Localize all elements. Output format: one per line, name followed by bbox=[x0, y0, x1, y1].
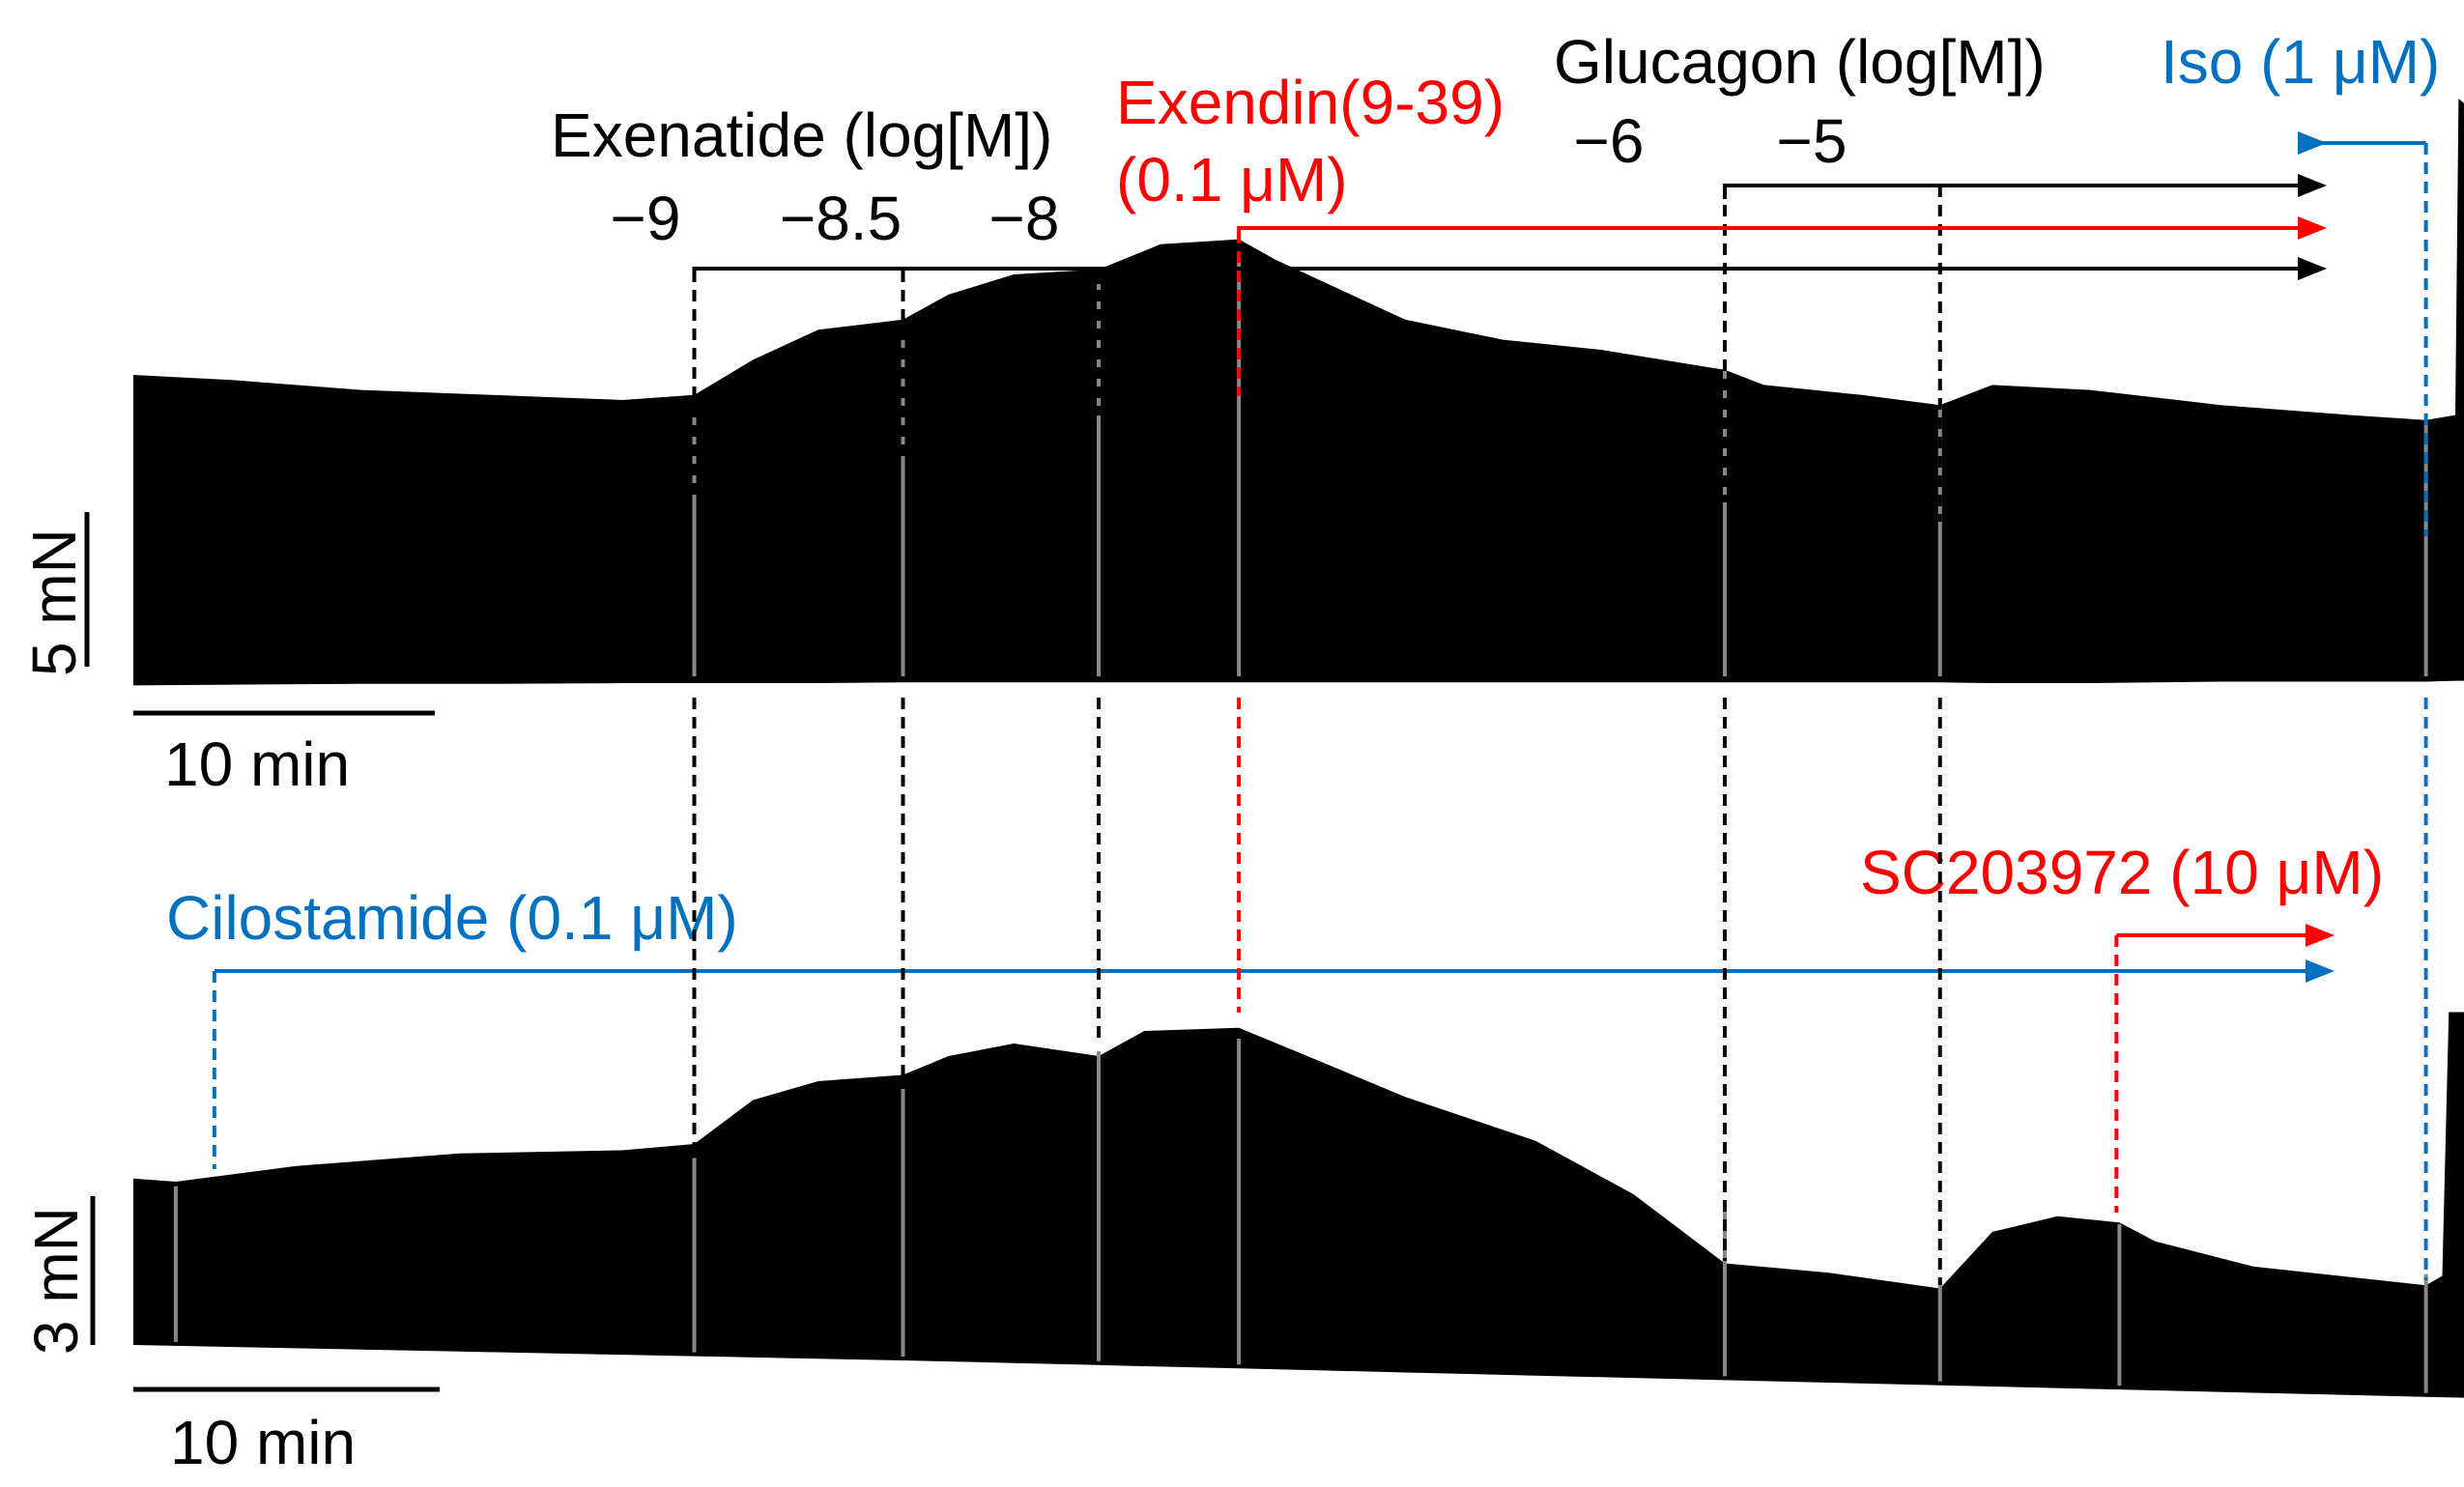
bottom-force-trace bbox=[133, 1012, 2464, 1398]
glucagon-dose-1: −6 bbox=[1574, 106, 1645, 176]
cilostamide-arrow-head bbox=[2306, 959, 2335, 983]
sc203972-label: SC203972 (10 μM) bbox=[1860, 838, 2384, 907]
inter-panel-dashed-lines bbox=[692, 698, 2428, 1285]
top-panel: Exenatide (log[M]) −9 −8.5 −8 Exendin(9-… bbox=[19, 27, 2464, 799]
exenatide-dose-2: −8.5 bbox=[780, 184, 902, 253]
bottom-panel: Cilostamide (0.1 μM) SC203972 (10 μM) 3 … bbox=[21, 838, 2464, 1477]
top-force-scale-label: 5 mN bbox=[19, 529, 89, 676]
exendin-label: Exendin(9-39) bbox=[1116, 68, 1504, 137]
exenatide-dose-1: −9 bbox=[611, 184, 681, 253]
iso-label: Iso (1 μM) bbox=[2161, 27, 2440, 97]
exenatide-arrow-head bbox=[2298, 257, 2327, 280]
exendin-dose: (0.1 μM) bbox=[1116, 145, 1348, 214]
glucagon-label: Glucagon (log[M]) bbox=[1554, 27, 2046, 97]
bottom-treatment-markers bbox=[212, 935, 2119, 1213]
bottom-time-scale-label: 10 min bbox=[170, 1408, 356, 1477]
exenatide-label: Exenatide (log[M]) bbox=[551, 100, 1052, 170]
bottom-treatment-arrows bbox=[214, 924, 2335, 983]
bottom-addition-gridlines bbox=[173, 1039, 2428, 1393]
exendin-arrow-head bbox=[2298, 216, 2327, 240]
bottom-force-scale-label: 3 mN bbox=[21, 1207, 91, 1355]
sc203972-arrow-head bbox=[2306, 924, 2335, 947]
glucagon-dose-2: −5 bbox=[1777, 106, 1848, 176]
iso-arrow-head bbox=[2298, 131, 2327, 155]
top-treatment-markers bbox=[692, 143, 2428, 536]
top-force-trace bbox=[133, 99, 2464, 686]
top-treatment-arrows bbox=[692, 131, 2426, 280]
glucagon-arrow-head bbox=[2298, 174, 2327, 197]
cilostamide-label: Cilostamide (0.1 μM) bbox=[166, 883, 738, 953]
exenatide-dose-3: −8 bbox=[989, 184, 1060, 253]
top-time-scale-label: 10 min bbox=[164, 729, 350, 799]
